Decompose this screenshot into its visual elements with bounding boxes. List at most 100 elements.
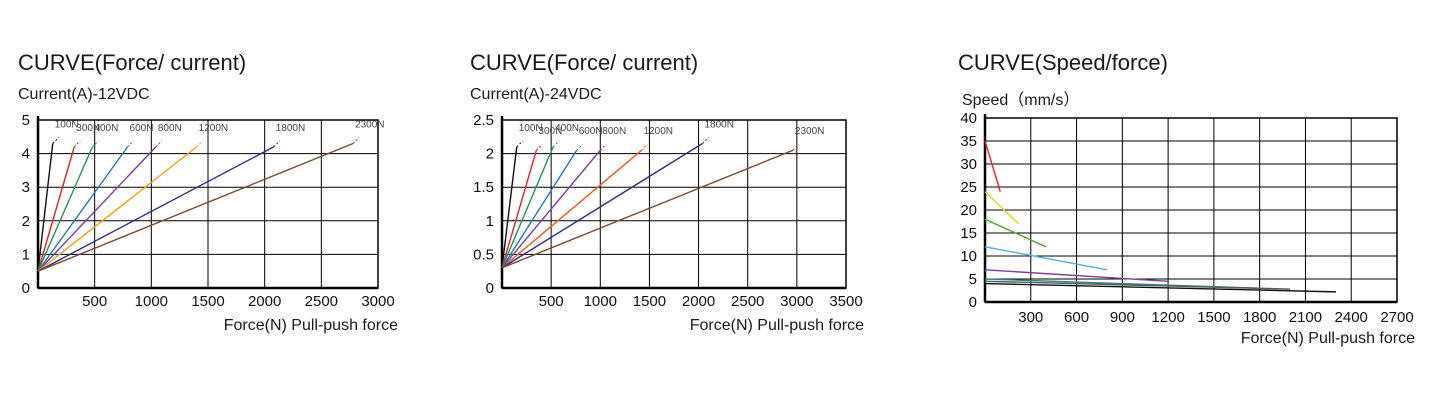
series-line [501, 150, 538, 269]
x-tick-label: 1500 [1197, 309, 1230, 326]
y-tick-label: 0 [969, 294, 977, 311]
series-line [37, 146, 275, 272]
series-leader [127, 140, 134, 148]
y-tick-label: 2.5 [473, 112, 494, 129]
x-tick-label: 1500 [191, 293, 224, 310]
y-tick-label: 35 [960, 133, 977, 150]
x-axis-title: Force(N) Pull-push force [690, 317, 864, 334]
chart-title: CURVE(Force/ current) [18, 50, 247, 75]
x-tick-label: 3000 [361, 293, 394, 310]
series-leader [196, 140, 204, 148]
series-line [501, 146, 554, 269]
x-tick-label: 500 [82, 293, 107, 310]
series-label: 1200N [644, 126, 673, 137]
series-label: 800N [602, 126, 626, 137]
series-label: 800N [158, 123, 182, 134]
series-leader [599, 143, 607, 151]
x-tick-label: 2400 [1335, 309, 1368, 326]
y-tick-label: 2 [22, 213, 30, 230]
series-leader [52, 137, 60, 144]
series-label: 400N [555, 123, 579, 134]
x-tick-label: 3500 [829, 293, 862, 310]
x-tick-label: 1500 [633, 293, 666, 310]
series-leader [73, 140, 81, 148]
series-line [984, 282, 1336, 293]
series-leader [552, 140, 560, 148]
series-label: 1200N [199, 123, 228, 134]
series-label: 2300N [795, 126, 824, 137]
chart-title: CURVE(Force/ current) [470, 50, 699, 75]
y-tick-label: 4 [22, 146, 30, 163]
series-line [501, 149, 794, 269]
series-leader [641, 143, 648, 151]
y-tick-label: 1.5 [473, 179, 494, 196]
chart-panel-24vdc: CURVE(Force/ current) Current(A)-24VDC 0… [470, 50, 864, 334]
series-label: 300N [76, 123, 100, 134]
y-tick-label: 5 [969, 271, 977, 288]
series-leader [792, 143, 800, 151]
series-leader [273, 140, 281, 148]
series-line [501, 149, 643, 269]
x-axis-title: Force(N) Pull-push force [224, 317, 398, 334]
series-label: 600N [130, 123, 154, 134]
series-label: 2300N [355, 120, 384, 131]
y-tick-label: 1 [486, 213, 494, 230]
series-line [37, 146, 75, 272]
y-tick-label: 25 [960, 179, 977, 196]
series-line [37, 146, 157, 272]
y-tick-label: 15 [960, 225, 977, 242]
y-tick-label: 20 [960, 202, 977, 219]
y-tick-label: 40 [960, 110, 977, 127]
series-label: 100N [55, 120, 79, 131]
x-tick-label: 1200 [1151, 309, 1184, 326]
series-line [984, 140, 1001, 192]
y-axis-title: Speed（mm/s） [962, 92, 1080, 109]
y-tick-label: 5 [22, 112, 30, 129]
series-label: 1800N [705, 120, 734, 131]
series-line [984, 218, 1047, 248]
x-tick-label: 1800 [1243, 309, 1276, 326]
chart-panel-12vdc: CURVE(Force/ current) Current(A)-12VDC 0… [0, 0, 440, 410]
chart-title: CURVE(Speed/force) [958, 50, 1168, 75]
series-label: 300N [538, 126, 562, 137]
series-leader [702, 137, 709, 144]
x-tick-label: 2700 [1380, 309, 1413, 326]
x-tick-label: 2100 [1289, 309, 1322, 326]
series-line [984, 269, 1169, 282]
x-tick-label: 2000 [248, 293, 281, 310]
y-tick-label: 30 [960, 156, 977, 173]
x-tick-label: 1000 [135, 293, 168, 310]
x-tick-label: 900 [1110, 309, 1135, 326]
y-axis-title: Current(A)-12VDC [18, 86, 150, 103]
x-tick-label: 500 [539, 293, 564, 310]
series-label: 100N [519, 123, 543, 134]
x-tick-label: 2500 [731, 293, 764, 310]
y-tick-label: 2 [486, 146, 494, 163]
x-axis-title: Force(N) Pull-push force [1241, 330, 1415, 347]
series-line [37, 143, 54, 272]
series-line [37, 146, 198, 272]
series-line [501, 149, 601, 269]
series-label: 400N [94, 123, 118, 134]
series-label: 1800N [276, 123, 305, 134]
series-line [501, 146, 518, 268]
x-tick-label: 1000 [584, 293, 617, 310]
series-line [37, 146, 94, 272]
x-tick-label: 600 [1064, 309, 1089, 326]
y-tick-label: 1 [22, 246, 30, 263]
series-leader [352, 137, 360, 144]
series-line [37, 146, 129, 272]
series-line [984, 280, 1291, 290]
y-tick-label: 0 [486, 280, 494, 297]
series-leader [576, 143, 584, 151]
series-leader [155, 140, 163, 148]
grid [985, 117, 1398, 303]
x-tick-label: 3000 [780, 293, 813, 310]
series-line [984, 191, 1020, 225]
y-tick-label: 0 [22, 280, 30, 297]
x-tick-label: 2000 [682, 293, 715, 310]
y-axis-title: Current(A)-24VDC [470, 86, 602, 103]
y-tick-label: 10 [960, 248, 977, 265]
x-tick-label: 300 [1018, 309, 1043, 326]
series-line [984, 246, 1108, 271]
